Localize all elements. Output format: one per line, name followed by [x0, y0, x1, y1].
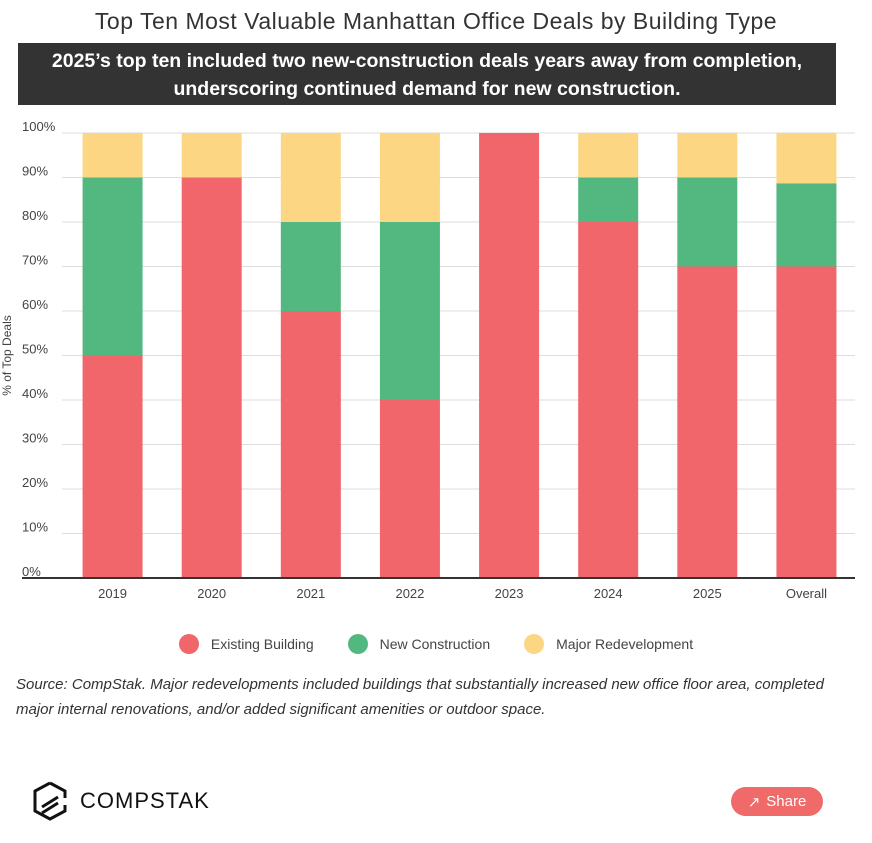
logo-text: COMPSTAK [80, 788, 210, 813]
x-tick-label: Overall [786, 586, 827, 601]
chart-subtitle: 2025’s top ten included two new-construc… [18, 43, 836, 105]
bar-segment [578, 133, 639, 178]
share-label: Share [766, 793, 807, 810]
x-tick-label: 2020 [197, 586, 226, 601]
bar-segment [677, 133, 738, 178]
legend-item-redev[interactable]: Major Redevelopment [524, 634, 693, 654]
y-tick-label: 70% [22, 253, 48, 268]
bar-segment [181, 133, 242, 178]
bar-segment [379, 133, 440, 222]
bar-segment [280, 222, 341, 311]
bar-segment [280, 311, 341, 578]
x-tick-label: 2019 [98, 586, 127, 601]
legend-item-new[interactable]: New Construction [347, 634, 491, 654]
x-tick-label: 2022 [395, 586, 424, 601]
compstak-logo-icon [33, 781, 67, 821]
legend-label: New Construction [379, 636, 491, 652]
bar-segment [280, 133, 341, 222]
y-tick-label: 90% [22, 164, 48, 179]
x-tick-label: 2024 [594, 586, 623, 601]
y-tick-label: 50% [22, 342, 48, 357]
legend-swatch [178, 634, 199, 654]
bar-segment [677, 266, 738, 578]
bar-segment [82, 177, 143, 356]
source-note: Source: CompStak. Major redevelopments i… [16, 676, 824, 718]
legend-label: Existing Building [210, 636, 314, 652]
bar-segment [776, 266, 837, 578]
bar-segment [677, 177, 738, 267]
bar-segment [479, 133, 540, 578]
y-tick-label: 80% [22, 208, 48, 223]
legend-item-existing[interactable]: Existing Building [178, 634, 314, 654]
bar-segment [379, 400, 440, 578]
bar-segment [776, 183, 837, 267]
x-tick-label: 2025 [693, 586, 722, 601]
legend-swatch [524, 634, 545, 654]
legend-swatch [347, 634, 368, 654]
stacked-bar-chart: 0% 10% 20% 30% 40% 50% 60% 70% 80% 90% 100% % of To… [0, 119, 855, 601]
share-icon: ↗ [747, 793, 761, 811]
bar-segment [578, 222, 639, 578]
bar-segment [578, 177, 639, 222]
x-tick-label: 2023 [495, 586, 524, 601]
y-tick-label: 100% [22, 119, 56, 134]
y-tick-label: 10% [22, 520, 48, 535]
compstak-logo[interactable]: COMPSTAK [32, 781, 210, 821]
chart-title: Top Ten Most Valuable Manhattan Office D… [94, 8, 778, 34]
y-tick-label: 40% [22, 386, 48, 401]
bar-segment [82, 133, 143, 178]
legend: Existing Building New Construction Major… [0, 634, 872, 654]
y-tick-label: 20% [22, 475, 48, 490]
bar-segment [776, 133, 837, 184]
y-tick-label: 0% [22, 564, 41, 579]
bar-segment [379, 222, 440, 400]
x-tick-label: 2021 [296, 586, 325, 601]
bar-segment [181, 177, 242, 578]
y-axis-label: % of Top Deals [0, 315, 14, 396]
legend-label: Major Redevelopment [556, 636, 694, 652]
bar-segment [82, 355, 143, 578]
y-tick-label: 60% [22, 297, 48, 312]
y-tick-label: 30% [22, 431, 48, 446]
share-button[interactable]: ↗ Share [731, 787, 823, 816]
